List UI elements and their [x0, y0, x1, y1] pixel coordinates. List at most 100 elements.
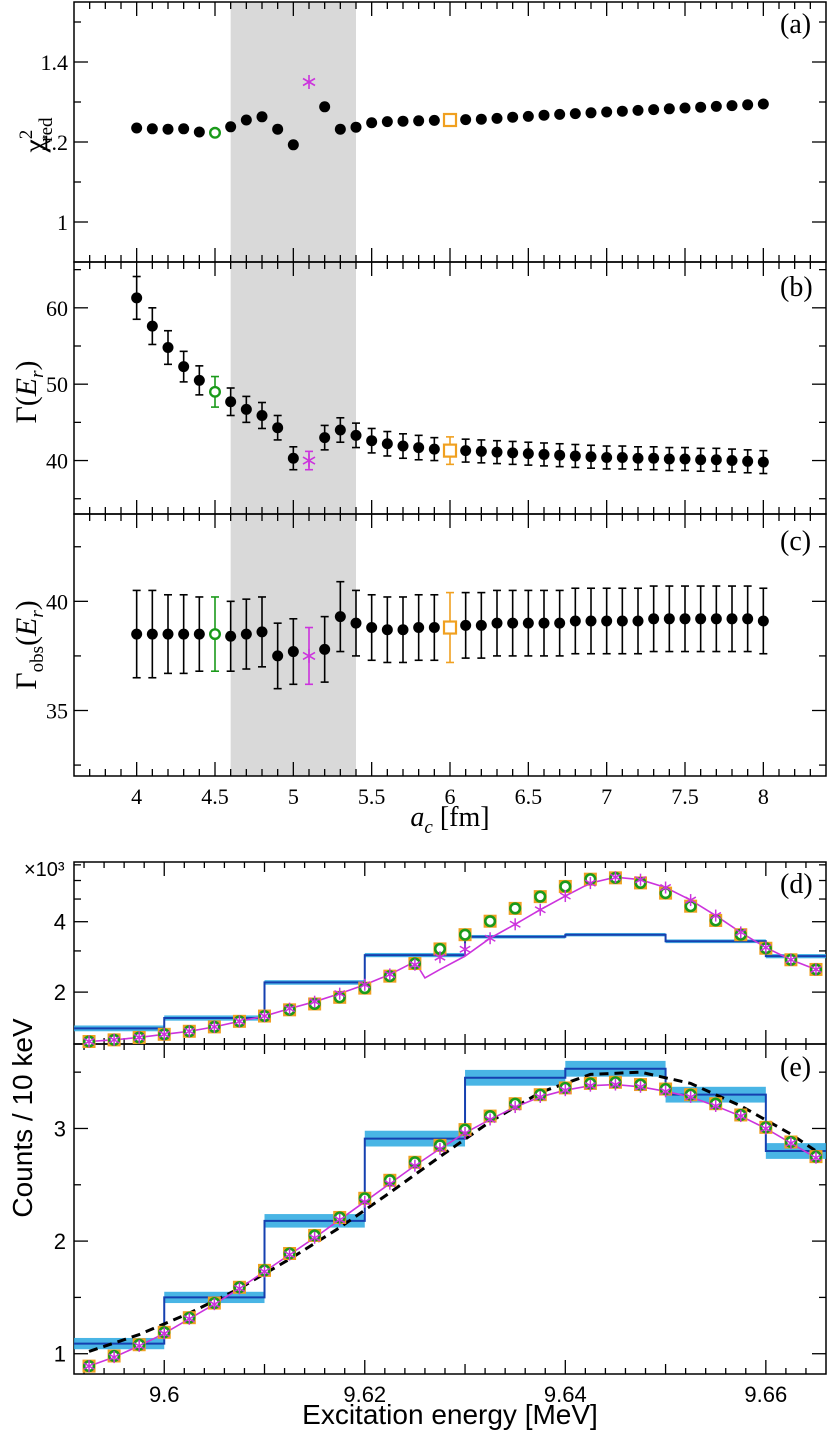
magenta-asterisk-d	[584, 877, 596, 890]
data-point-a	[240, 114, 252, 126]
asterisk-stroke	[233, 1284, 246, 1293]
magenta-asterisk-d	[83, 1035, 95, 1048]
data-point-b	[648, 452, 660, 464]
asterisk-stroke	[83, 1362, 95, 1370]
asterisk-stroke	[384, 970, 396, 979]
asterisk-stroke	[735, 928, 747, 937]
asterisk-stroke	[735, 1112, 747, 1120]
data-point-a	[319, 101, 331, 113]
asterisk-stroke	[302, 651, 316, 661]
dashed-curve-e	[88, 1070, 817, 1353]
data-point-c	[193, 628, 205, 640]
data-point-b	[272, 422, 284, 434]
magenta-asterisk-e	[810, 1151, 822, 1164]
data-point-c	[381, 624, 393, 636]
data-point-c	[507, 617, 519, 629]
data-point-a	[742, 99, 754, 111]
green-circle-d	[534, 890, 547, 903]
data-point-c	[366, 622, 378, 634]
asterisk-stroke	[710, 1102, 722, 1110]
data-point-c	[334, 611, 346, 623]
data-point-a	[522, 110, 534, 122]
panel-c-ylabel: Γobs(Er)	[10, 600, 48, 689]
magenta-asterisk-e	[108, 1351, 120, 1364]
magenta-asterisk-e	[208, 1298, 220, 1311]
data-point-a	[569, 108, 581, 120]
green-point-b	[208, 385, 221, 398]
magenta-asterisk-d	[509, 918, 521, 931]
panel-c-label: (c)	[780, 526, 811, 557]
xtick-label-top: 8	[758, 784, 769, 809]
asterisk-stroke	[559, 1086, 571, 1094]
data-point-b	[193, 374, 205, 386]
magenta-asterisk-d	[459, 943, 471, 956]
magenta-asterisk-e	[309, 1231, 321, 1244]
hist-line-d	[74, 933, 826, 1030]
asterisk-stroke	[685, 896, 697, 904]
data-point-c	[475, 619, 487, 631]
data-point-a	[350, 121, 362, 133]
magenta-asterisk-d	[685, 894, 697, 907]
asterisk-stroke	[309, 1234, 321, 1242]
magenta-asterisk-e	[459, 1126, 471, 1139]
xtick-label-bottom: 9.6	[149, 1382, 180, 1407]
data-point-c	[632, 615, 644, 627]
asterisk-stroke	[685, 1093, 697, 1101]
xtick-label-top: 4	[131, 784, 142, 809]
data-point-c	[742, 613, 754, 625]
data-point-c	[146, 628, 158, 640]
asterisk-stroke	[584, 879, 596, 887]
magenta-asterisk-e	[710, 1099, 722, 1112]
data-point-c	[522, 617, 534, 629]
data-point-c	[413, 622, 425, 634]
magenta-asterisk-e	[434, 1142, 446, 1155]
data-point-a	[663, 103, 675, 115]
data-point-b	[475, 445, 487, 457]
bottom-xlabel: Excitation energy [MeV]	[302, 1399, 598, 1430]
green-circle-d	[458, 928, 472, 941]
ytick-label-d: 4	[54, 910, 66, 935]
asterisk-stroke	[434, 953, 446, 961]
panel-b-label: (b)	[780, 272, 813, 303]
data-point-b	[616, 451, 628, 463]
data-point-b	[507, 447, 519, 459]
data-point-a	[632, 104, 644, 116]
data-point-a	[146, 123, 158, 135]
magenta-asterisk-e	[233, 1282, 246, 1295]
data-point-c	[710, 613, 722, 625]
data-point-b	[178, 361, 190, 373]
magenta-asterisk-e	[334, 1213, 346, 1226]
asterisk-stroke	[258, 1267, 271, 1276]
data-point-b	[334, 424, 346, 436]
shaded-band-b	[230, 262, 356, 514]
magenta-asterisk-e	[609, 1078, 622, 1091]
magenta-asterisk-d	[559, 890, 571, 903]
data-point-b	[131, 292, 143, 304]
asterisk-stroke	[434, 1145, 446, 1153]
magenta-asterisk-e	[83, 1360, 95, 1373]
data-point-c	[287, 646, 299, 658]
data-point-c	[569, 615, 581, 627]
data-point-b	[413, 442, 425, 454]
data-point-b	[240, 403, 252, 415]
data-point-c	[648, 613, 660, 625]
data-point-a	[538, 109, 550, 121]
xtick-label-top: 7	[601, 784, 612, 809]
magenta-asterisk-e	[659, 1085, 672, 1098]
data-point-b	[366, 435, 378, 447]
data-point-a	[428, 114, 440, 126]
magenta-asterisk-d	[158, 1028, 170, 1041]
magenta-asterisk-d	[634, 873, 647, 886]
data-point-a	[272, 123, 284, 135]
green-circle-d	[484, 915, 497, 928]
data-point-b	[663, 453, 675, 465]
data-point-c	[695, 613, 707, 625]
asterisk-stroke	[83, 1037, 95, 1046]
histogram-d	[74, 876, 826, 1043]
asterisk-stroke	[108, 1353, 120, 1361]
data-point-b	[742, 455, 754, 467]
data-point-b	[632, 452, 644, 464]
xtick-label-top: 7.5	[671, 784, 699, 809]
green-circle-d	[559, 880, 572, 893]
